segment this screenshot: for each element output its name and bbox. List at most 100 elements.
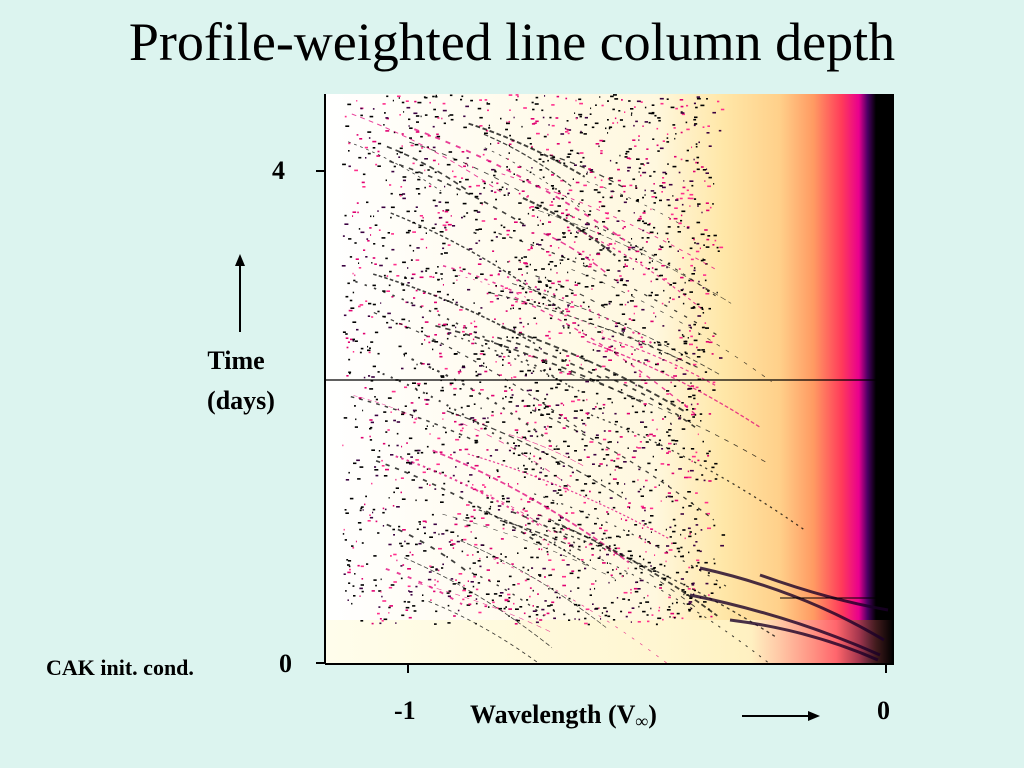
speckle — [497, 580, 500, 583]
speckle — [481, 203, 483, 206]
speckle — [692, 352, 696, 355]
speckle — [426, 445, 429, 448]
speckle — [381, 595, 383, 598]
speckle — [635, 185, 637, 187]
speckle — [542, 567, 546, 570]
speckle — [399, 193, 403, 196]
speckle — [347, 560, 352, 562]
speckle — [582, 422, 586, 425]
speckle — [448, 590, 452, 592]
speckle — [589, 588, 591, 591]
speckle — [485, 421, 490, 423]
speckle — [529, 530, 532, 532]
speckle — [589, 441, 594, 443]
speckle — [608, 482, 611, 485]
speckle — [509, 134, 511, 137]
speckle — [390, 206, 395, 209]
streak — [428, 600, 541, 664]
speckle — [371, 316, 374, 318]
speckle — [459, 266, 462, 269]
speckle — [541, 268, 545, 270]
speckle — [547, 375, 550, 377]
speckle — [565, 512, 568, 514]
speckle — [365, 300, 368, 302]
speckle — [528, 355, 531, 357]
speckle — [576, 231, 578, 233]
speckle — [648, 521, 652, 524]
speckle — [343, 528, 345, 531]
speckle — [458, 372, 460, 375]
speckle — [706, 452, 709, 455]
speckle — [595, 143, 600, 145]
speckle — [639, 373, 641, 376]
speckle — [588, 543, 593, 546]
speckle — [445, 529, 449, 532]
speckle — [594, 226, 596, 228]
speckle — [391, 248, 395, 251]
speckle — [599, 186, 604, 188]
speckle — [529, 263, 531, 266]
speckle — [369, 227, 372, 229]
speckle — [377, 532, 380, 534]
wavelength-arrow-head-icon — [808, 711, 820, 721]
speckle — [374, 263, 377, 265]
speckle — [425, 428, 428, 430]
speckle — [670, 422, 672, 425]
speckle — [573, 241, 576, 243]
speckle — [408, 616, 412, 619]
speckle — [622, 227, 624, 230]
speckle — [435, 568, 438, 570]
speckle — [581, 419, 584, 421]
speckle — [574, 450, 577, 452]
speckle — [542, 402, 545, 404]
speckle — [380, 302, 382, 304]
speckle — [378, 606, 381, 608]
speckle — [479, 99, 482, 101]
speckle — [688, 551, 690, 554]
speckle — [545, 484, 548, 486]
speckle — [630, 244, 632, 246]
speckle — [521, 190, 525, 192]
speckle — [673, 375, 677, 377]
speckle — [603, 407, 605, 409]
speckle — [457, 370, 462, 373]
streak — [571, 269, 772, 382]
speckle — [500, 560, 502, 562]
speckle — [345, 479, 350, 481]
speckle — [614, 242, 616, 245]
speckle — [720, 108, 725, 111]
speckle — [475, 229, 479, 231]
speckle — [434, 205, 438, 207]
speckle — [672, 124, 676, 126]
speckle — [591, 583, 595, 585]
speckle — [400, 456, 402, 458]
speckle — [654, 554, 656, 556]
speckle — [558, 368, 562, 371]
speckle — [547, 605, 551, 607]
speckle — [686, 189, 689, 192]
speckle — [347, 564, 350, 566]
speckle — [582, 301, 585, 304]
speckle — [552, 187, 555, 190]
speckle — [461, 177, 464, 179]
speckle — [577, 587, 580, 589]
speckle — [668, 183, 673, 186]
speckle — [566, 120, 569, 122]
speckle — [696, 356, 701, 358]
speckle — [402, 289, 406, 291]
speckle — [371, 262, 373, 264]
speckle — [645, 441, 649, 443]
speckle — [424, 321, 429, 323]
speckle — [488, 124, 490, 127]
speckle — [415, 543, 418, 546]
speckle — [676, 198, 679, 200]
speckle — [375, 163, 378, 166]
speckle — [562, 575, 566, 578]
speckle — [559, 259, 561, 261]
speckle — [672, 518, 676, 521]
speckle — [600, 179, 603, 182]
speckle — [579, 152, 584, 154]
speckle — [506, 349, 509, 351]
speckle — [540, 414, 544, 416]
speckle — [433, 590, 436, 593]
